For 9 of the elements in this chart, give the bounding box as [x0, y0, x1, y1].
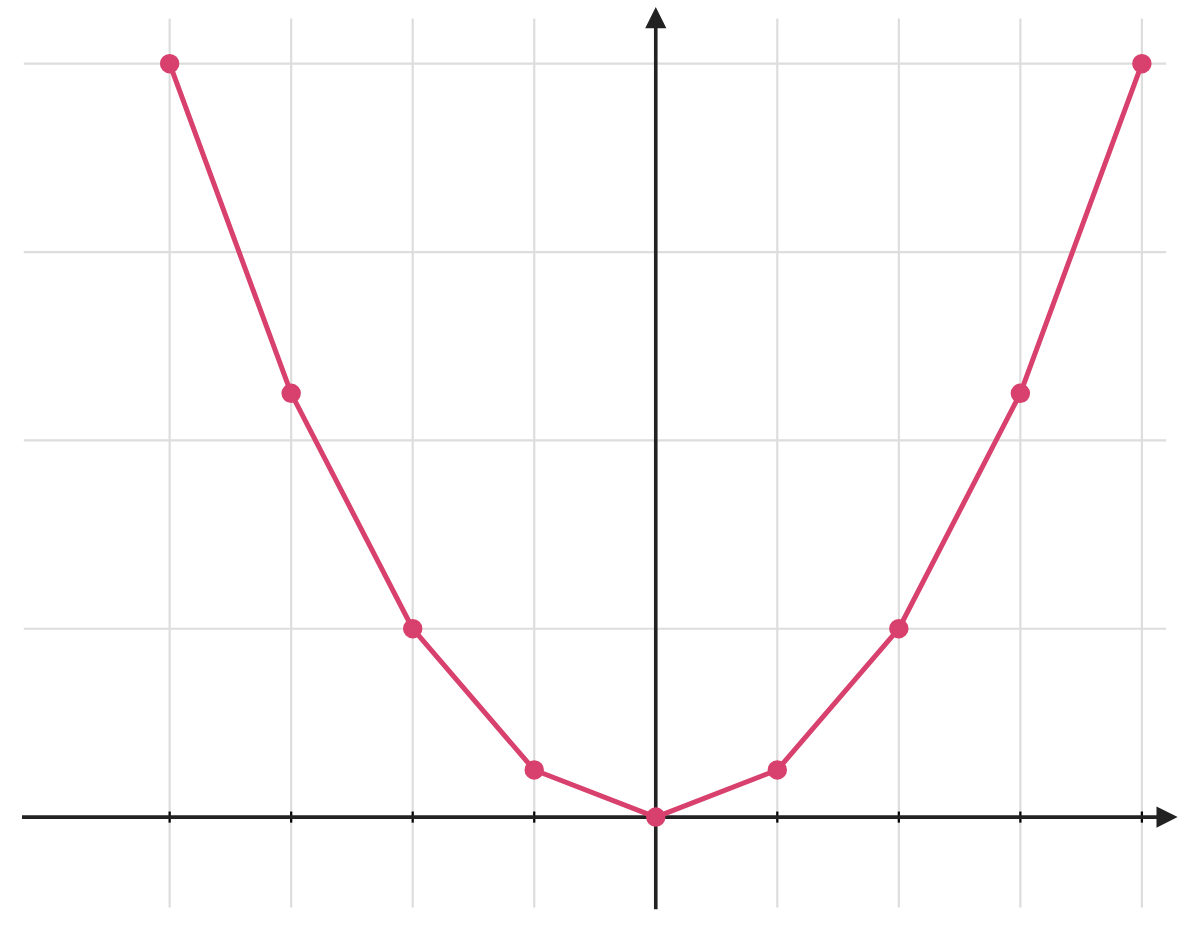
point [767, 760, 788, 780]
point [646, 807, 666, 827]
point [1132, 54, 1152, 74]
point [524, 760, 544, 780]
point [159, 54, 180, 74]
point [281, 383, 301, 404]
point [1010, 383, 1031, 404]
point [889, 619, 909, 639]
point [402, 619, 423, 639]
